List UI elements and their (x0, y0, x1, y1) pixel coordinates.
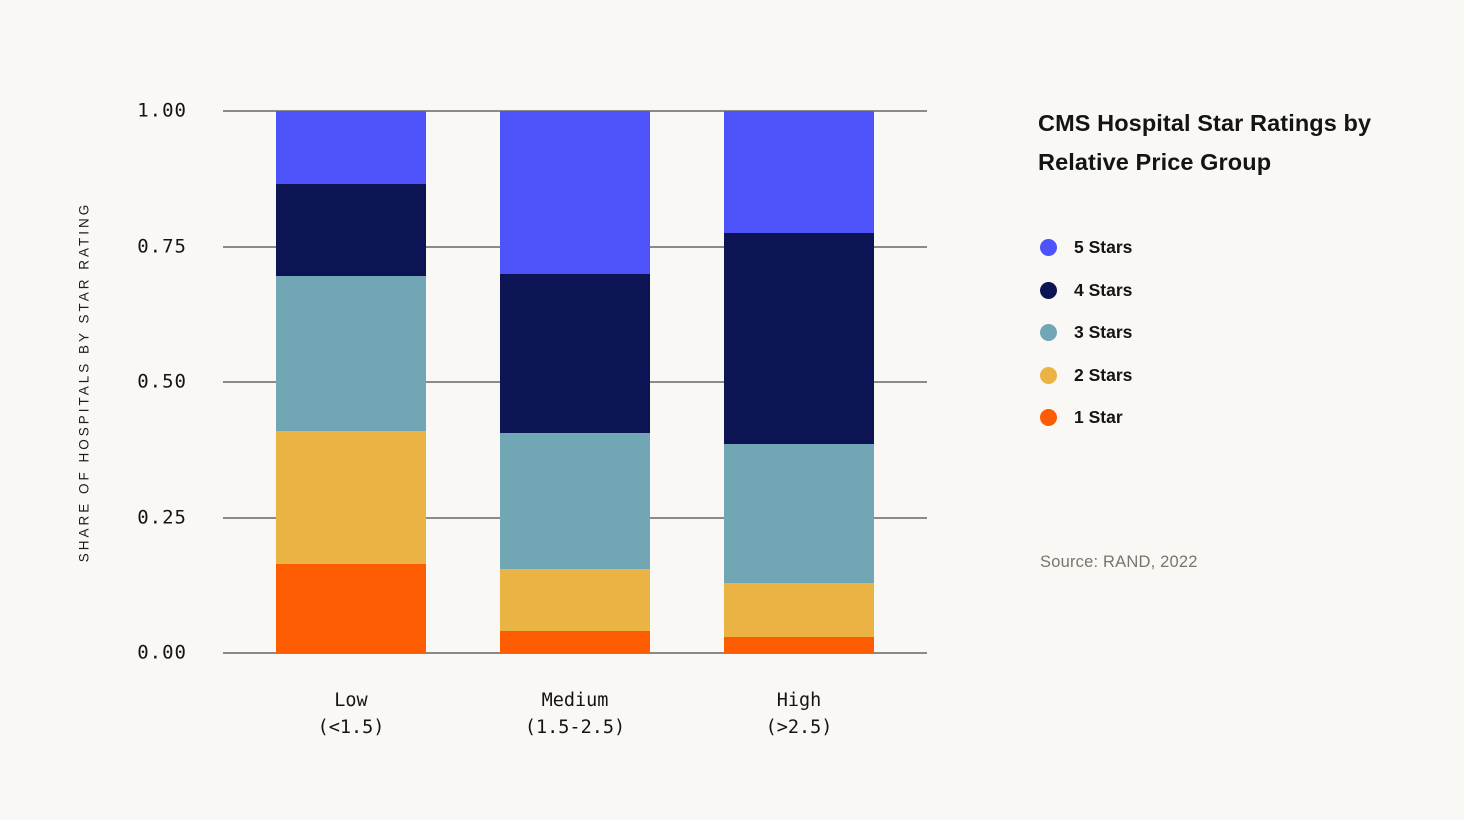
legend-item: 5 Stars (1040, 237, 1132, 258)
bar-segment-1-star (276, 563, 426, 653)
legend-label: 3 Stars (1074, 322, 1133, 342)
legend-label: 5 Stars (1074, 237, 1133, 257)
y-tick-label: 0.75 (137, 235, 187, 258)
bar-segment-5-stars (500, 111, 650, 274)
legend-dot-icon (1040, 239, 1057, 256)
chart-title: CMS Hospital Star Ratings by Relative Pr… (1038, 110, 1372, 175)
bar-segment-4-stars (500, 273, 650, 434)
gridline (223, 652, 927, 654)
bar-segment-3-stars (500, 433, 650, 569)
legend: 5 Stars 4 Stars 3 Stars 2 Stars 1 Star (1040, 237, 1132, 450)
bar-segment-3-stars (724, 444, 874, 583)
legend-item: 3 Stars (1040, 322, 1132, 343)
legend-label: 2 Stars (1074, 364, 1133, 385)
bar-segment-1-star (724, 636, 874, 653)
y-tick-label: 0.50 (137, 370, 187, 393)
bar-segment-5-stars (276, 111, 426, 185)
bar-segment-1-star (500, 631, 650, 653)
bar-segment-4-stars (724, 232, 874, 445)
legend-item: 2 Stars (1040, 365, 1132, 386)
bar-segment-3-stars (276, 276, 426, 431)
plot-area: 1.00 0.75 0.50 0.25 0.00 (137, 100, 927, 664)
y-tick-label: 0.25 (137, 506, 187, 529)
x-category-label: High (>2.5) (765, 690, 833, 738)
bar-medium (500, 111, 650, 653)
y-tick-label: 0.00 (137, 641, 187, 664)
bars-layer (223, 111, 927, 653)
source-note: Source: RAND, 2022 (1040, 553, 1198, 571)
bar-low (276, 111, 426, 653)
legend-item: 1 Star (1040, 407, 1132, 428)
legend-dot-icon (1040, 366, 1057, 384)
side-panel: CMS Hospital Star Ratings by Relative Pr… (1038, 104, 1398, 744)
bar-segment-5-stars (724, 111, 874, 233)
legend-item: 4 Stars (1040, 280, 1132, 301)
legend-dot-icon (1040, 324, 1057, 341)
legend-dot-icon (1040, 409, 1057, 426)
bar-segment-2-stars (276, 430, 426, 564)
bar-segment-2-stars (500, 568, 650, 632)
legend-label: 1 Star (1074, 407, 1123, 427)
legend-dot-icon (1040, 281, 1057, 299)
bar-segment-4-stars (276, 184, 426, 277)
bar-segment-2-stars (724, 582, 874, 637)
x-category-label: Medium (1.5-2.5) (524, 690, 626, 738)
x-axis-labels: Low (<1.5) Medium (1.5-2.5) High (>2.5) (223, 687, 927, 741)
x-category-label: Low (<1.5) (317, 690, 385, 738)
y-axis-title: SHARE OF HOSPITALS BY STAR RATING (76, 201, 92, 563)
y-tick-label: 1.00 (137, 99, 187, 122)
bar-high (724, 111, 874, 653)
legend-label: 4 Stars (1074, 279, 1133, 300)
